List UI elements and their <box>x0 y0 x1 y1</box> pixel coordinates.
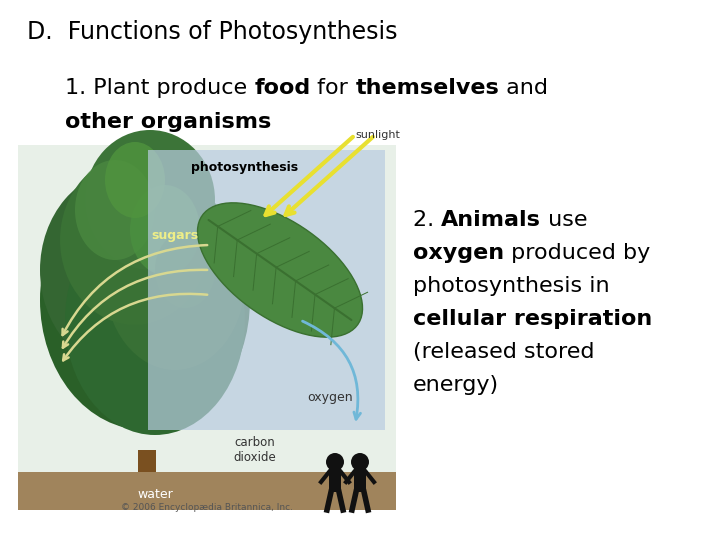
Text: carbon
dioxide: carbon dioxide <box>233 436 276 464</box>
Text: other organisms: other organisms <box>65 112 271 132</box>
Text: oxygen: oxygen <box>307 392 353 404</box>
Circle shape <box>326 453 344 471</box>
Ellipse shape <box>105 190 245 370</box>
Text: D.  Functions of Photosynthesis: D. Functions of Photosynthesis <box>27 20 397 44</box>
Text: 2.: 2. <box>413 210 441 230</box>
Text: produced by: produced by <box>504 243 650 263</box>
Text: for: for <box>310 78 356 98</box>
Ellipse shape <box>105 142 165 218</box>
Ellipse shape <box>155 232 215 308</box>
Bar <box>354 464 366 492</box>
Text: (released stored: (released stored <box>413 342 595 362</box>
Ellipse shape <box>75 160 155 260</box>
Polygon shape <box>197 203 363 337</box>
Text: oxygen: oxygen <box>413 243 504 263</box>
Text: sunlight: sunlight <box>355 130 400 140</box>
Text: © 2006 Encyclopædia Britannica, Inc.: © 2006 Encyclopædia Britannica, Inc. <box>121 503 293 511</box>
Bar <box>18 145 396 510</box>
Text: energy): energy) <box>413 375 499 395</box>
Text: themselves: themselves <box>356 78 499 98</box>
Text: 1. Plant produce: 1. Plant produce <box>65 78 254 98</box>
Ellipse shape <box>60 155 210 325</box>
Ellipse shape <box>40 170 210 370</box>
Text: photosynthesis: photosynthesis <box>192 161 299 174</box>
Bar <box>18 472 396 510</box>
Ellipse shape <box>65 205 245 435</box>
Ellipse shape <box>85 130 215 270</box>
Text: sugars: sugars <box>151 228 199 241</box>
Ellipse shape <box>40 170 250 430</box>
Text: water: water <box>137 489 173 502</box>
Text: use: use <box>541 210 588 230</box>
Circle shape <box>351 453 369 471</box>
Bar <box>138 450 156 510</box>
Text: food: food <box>254 78 310 98</box>
Ellipse shape <box>130 185 200 275</box>
Text: photosynthesis in: photosynthesis in <box>413 276 610 296</box>
Bar <box>329 464 341 492</box>
Bar <box>148 150 385 430</box>
Text: Animals: Animals <box>441 210 541 230</box>
Text: cellular respiration: cellular respiration <box>413 309 652 329</box>
Text: and: and <box>499 78 548 98</box>
